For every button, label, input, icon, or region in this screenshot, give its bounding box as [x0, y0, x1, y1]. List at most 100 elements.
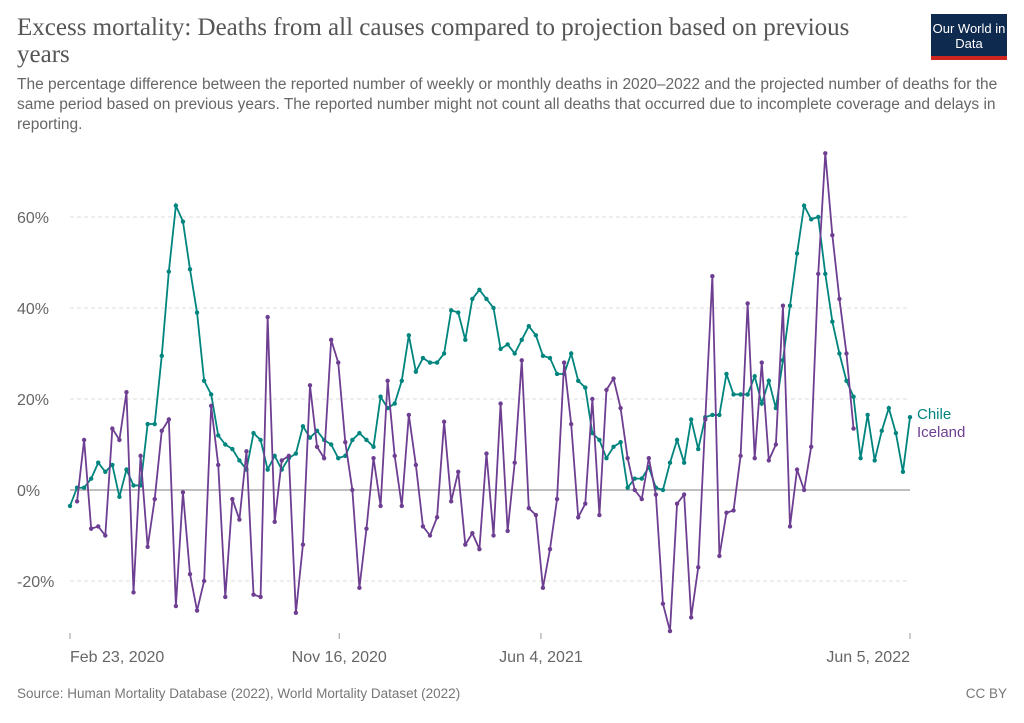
data-point-chile	[251, 430, 256, 436]
data-point-chile	[434, 360, 440, 365]
data-point-chile	[81, 485, 87, 490]
data-point-iceland	[844, 351, 849, 356]
data-point-chile	[731, 392, 736, 397]
data-point-chile	[738, 392, 743, 397]
data-point-chile	[576, 378, 581, 383]
data-point-iceland	[124, 389, 129, 395]
data-point-iceland	[590, 396, 595, 402]
chart-title: Excess mortality: Deaths from all causes…	[17, 14, 850, 68]
data-point-chile	[187, 267, 193, 272]
data-point-chile	[568, 351, 574, 356]
data-point-iceland	[96, 524, 101, 529]
data-point-chile	[844, 378, 849, 383]
data-point-iceland	[399, 503, 404, 509]
data-point-chile	[907, 415, 913, 420]
data-point-iceland	[738, 453, 743, 459]
data-point-chile	[103, 469, 108, 474]
data-point-iceland	[618, 405, 623, 411]
data-point-iceland	[138, 453, 143, 459]
data-point-iceland	[441, 419, 447, 424]
data-point-iceland	[314, 444, 320, 449]
data-point-iceland	[604, 387, 609, 393]
x-tick-label: Feb 23, 2020	[70, 649, 164, 666]
data-point-chile	[216, 433, 221, 438]
data-point-chile	[590, 430, 595, 436]
data-point-chile	[420, 355, 426, 361]
license-link[interactable]: CC BY	[965, 686, 1007, 701]
data-point-chile	[201, 378, 207, 383]
data-point-chile	[604, 455, 609, 461]
data-point-iceland	[710, 273, 715, 279]
data-point-iceland	[244, 449, 249, 454]
data-point-chile	[456, 310, 461, 315]
source-note[interactable]: Source: Human Mortality Database (2022),…	[17, 686, 461, 701]
data-point-iceland	[533, 512, 539, 518]
owid-logo[interactable]: Our World in Data	[931, 14, 1007, 60]
data-point-chile	[300, 424, 306, 429]
data-point-iceland	[145, 544, 150, 550]
data-point-iceland	[230, 496, 235, 502]
data-point-iceland	[526, 506, 532, 511]
data-point-iceland	[787, 524, 793, 529]
data-point-iceland	[717, 553, 722, 559]
data-point-iceland	[583, 501, 588, 506]
data-point-chile	[688, 417, 694, 422]
data-point-chile	[766, 378, 772, 383]
data-point-iceland	[780, 303, 786, 308]
data-point-chile	[830, 319, 835, 324]
data-point-iceland	[632, 487, 637, 493]
data-point-chile	[865, 412, 870, 418]
data-point-chile	[787, 303, 793, 308]
data-point-chile	[413, 369, 419, 374]
data-point-chile	[427, 360, 433, 365]
data-point-iceland	[681, 492, 687, 497]
data-point-chile	[547, 355, 553, 361]
data-point-iceland	[561, 360, 567, 365]
y-tick-label: 20%	[17, 392, 49, 409]
data-point-chile	[357, 430, 362, 436]
data-point-iceland	[110, 426, 115, 431]
data-point-iceland	[307, 383, 313, 388]
data-point-iceland	[505, 528, 510, 534]
data-point-iceland	[498, 401, 503, 406]
data-point-iceland	[434, 515, 440, 520]
data-point-chile	[237, 458, 242, 463]
data-point-chile	[886, 405, 892, 411]
data-point-chile	[166, 269, 172, 274]
legend-label-iceland: Iceland	[917, 424, 965, 441]
data-point-iceland	[484, 451, 489, 456]
data-point-iceland	[350, 487, 355, 493]
data-point-chile	[745, 392, 750, 397]
data-point-chile	[67, 503, 73, 509]
data-point-iceland	[823, 151, 828, 156]
data-point-chile	[364, 437, 369, 443]
data-point-chile	[667, 460, 673, 465]
data-point-chile	[505, 342, 510, 347]
data-point-iceland	[830, 233, 835, 238]
data-point-chile	[336, 455, 341, 461]
data-point-iceland	[392, 453, 397, 459]
data-point-chile	[498, 346, 503, 352]
data-point-chile	[470, 296, 475, 302]
data-point-chile	[265, 467, 270, 472]
data-point-chile	[223, 442, 228, 447]
data-point-iceland	[554, 496, 560, 502]
data-point-chile	[625, 485, 630, 490]
data-point-chile	[611, 444, 616, 449]
data-point-iceland	[223, 594, 228, 600]
data-point-chile	[258, 437, 263, 443]
data-point-iceland	[74, 499, 80, 504]
data-point-chile	[399, 378, 404, 383]
data-point-chile	[272, 453, 277, 459]
data-point-chile	[448, 308, 454, 313]
x-tick-label: Jun 4, 2021	[499, 649, 583, 666]
data-point-iceland	[371, 455, 376, 461]
data-point-iceland	[208, 403, 214, 409]
data-point-chile	[152, 421, 157, 427]
data-point-iceland	[703, 417, 708, 422]
data-point-chile	[371, 444, 376, 449]
data-point-chile	[554, 371, 560, 377]
data-point-iceland	[406, 412, 412, 418]
data-point-iceland	[660, 601, 666, 606]
data-point-iceland	[237, 517, 242, 522]
